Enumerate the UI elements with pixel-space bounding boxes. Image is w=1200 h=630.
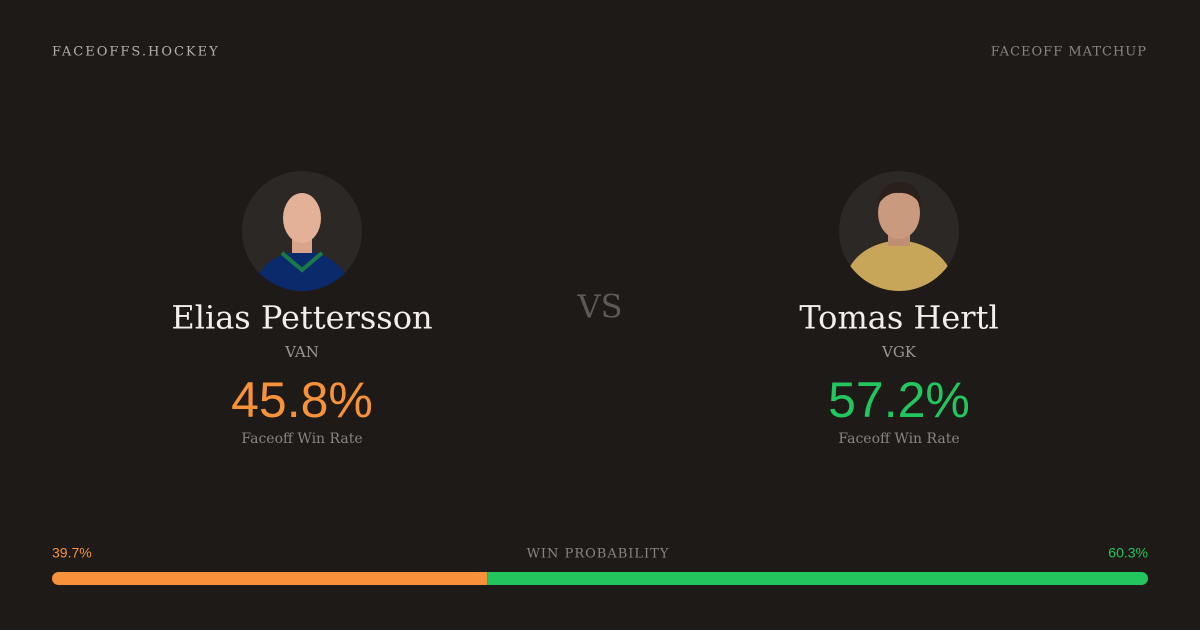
avatar [242,171,362,291]
brand: FACEOFFS.HOCKEY [52,45,220,60]
probability-label: 60.3% [1108,545,1148,561]
vs-label: VS [576,288,622,326]
team: VGK [881,343,917,361]
avatar [839,171,959,291]
page-label: FACEOFF MATCHUP [991,45,1147,60]
win-rate-label: Faceoff Win Rate [241,431,362,447]
win-rate: 57.2% [828,372,970,428]
probability-bar [487,572,1148,585]
player-name: Elias Pettersson [171,299,432,337]
probability-bar [52,572,488,585]
player-name: Tomas Hertl [799,299,998,337]
win-rate-label: Faceoff Win Rate [838,431,959,447]
probability-title: WIN PROBABILITY [527,547,670,562]
probability-label: 39.7% [52,545,92,561]
win-rate: 45.8% [231,372,373,428]
team: VAN [284,343,319,361]
